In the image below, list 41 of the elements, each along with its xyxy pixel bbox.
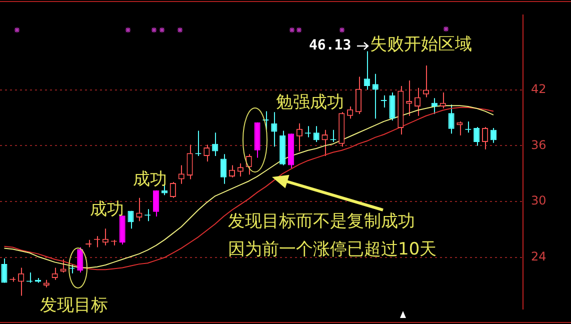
candlestick	[482, 126, 488, 150]
candlestick	[170, 182, 176, 198]
candlestick	[153, 190, 160, 218]
annotation: 发现目标而不是复制成功	[228, 211, 415, 232]
annotation: 成功	[133, 169, 167, 190]
candlestick	[178, 164, 184, 184]
candlestick	[271, 112, 278, 148]
candlestick	[77, 246, 84, 273]
candlestick	[490, 127, 497, 144]
candlestick	[186, 144, 193, 180]
y-tick-label: 42	[531, 82, 546, 96]
candlestick	[322, 129, 328, 156]
candlestick	[422, 65, 430, 98]
annotation: 46.13	[309, 38, 352, 54]
candlestick	[246, 154, 252, 176]
annotation: 因为前一个涨停已超过10天	[228, 239, 437, 260]
candlestick	[237, 162, 244, 177]
candlestick	[313, 126, 320, 142]
candlestick	[389, 92, 396, 122]
candlestick	[136, 197, 142, 222]
candlestick	[52, 267, 58, 280]
y-tick-label: 30	[531, 194, 546, 208]
y-tick-label: 24	[531, 250, 546, 264]
y-tick-label: 36	[531, 138, 546, 152]
candlestick	[355, 76, 362, 114]
candlestick	[448, 104, 454, 134]
annotation: 失败开始区域	[370, 34, 472, 54]
candlestick	[380, 94, 387, 108]
candlestick	[220, 154, 227, 184]
candlestick	[364, 50, 370, 90]
annotation: 成功	[90, 199, 124, 220]
candlestick	[128, 210, 134, 230]
candlestick	[60, 258, 66, 273]
candlestick	[18, 267, 24, 296]
candlestick	[212, 132, 218, 156]
annotation: 发现目标	[40, 295, 108, 316]
candlestick	[474, 126, 480, 146]
candlestick	[372, 73, 378, 120]
annotation: 勉强成功	[276, 92, 344, 112]
candlestick	[1, 258, 8, 284]
candlestick	[296, 122, 302, 152]
